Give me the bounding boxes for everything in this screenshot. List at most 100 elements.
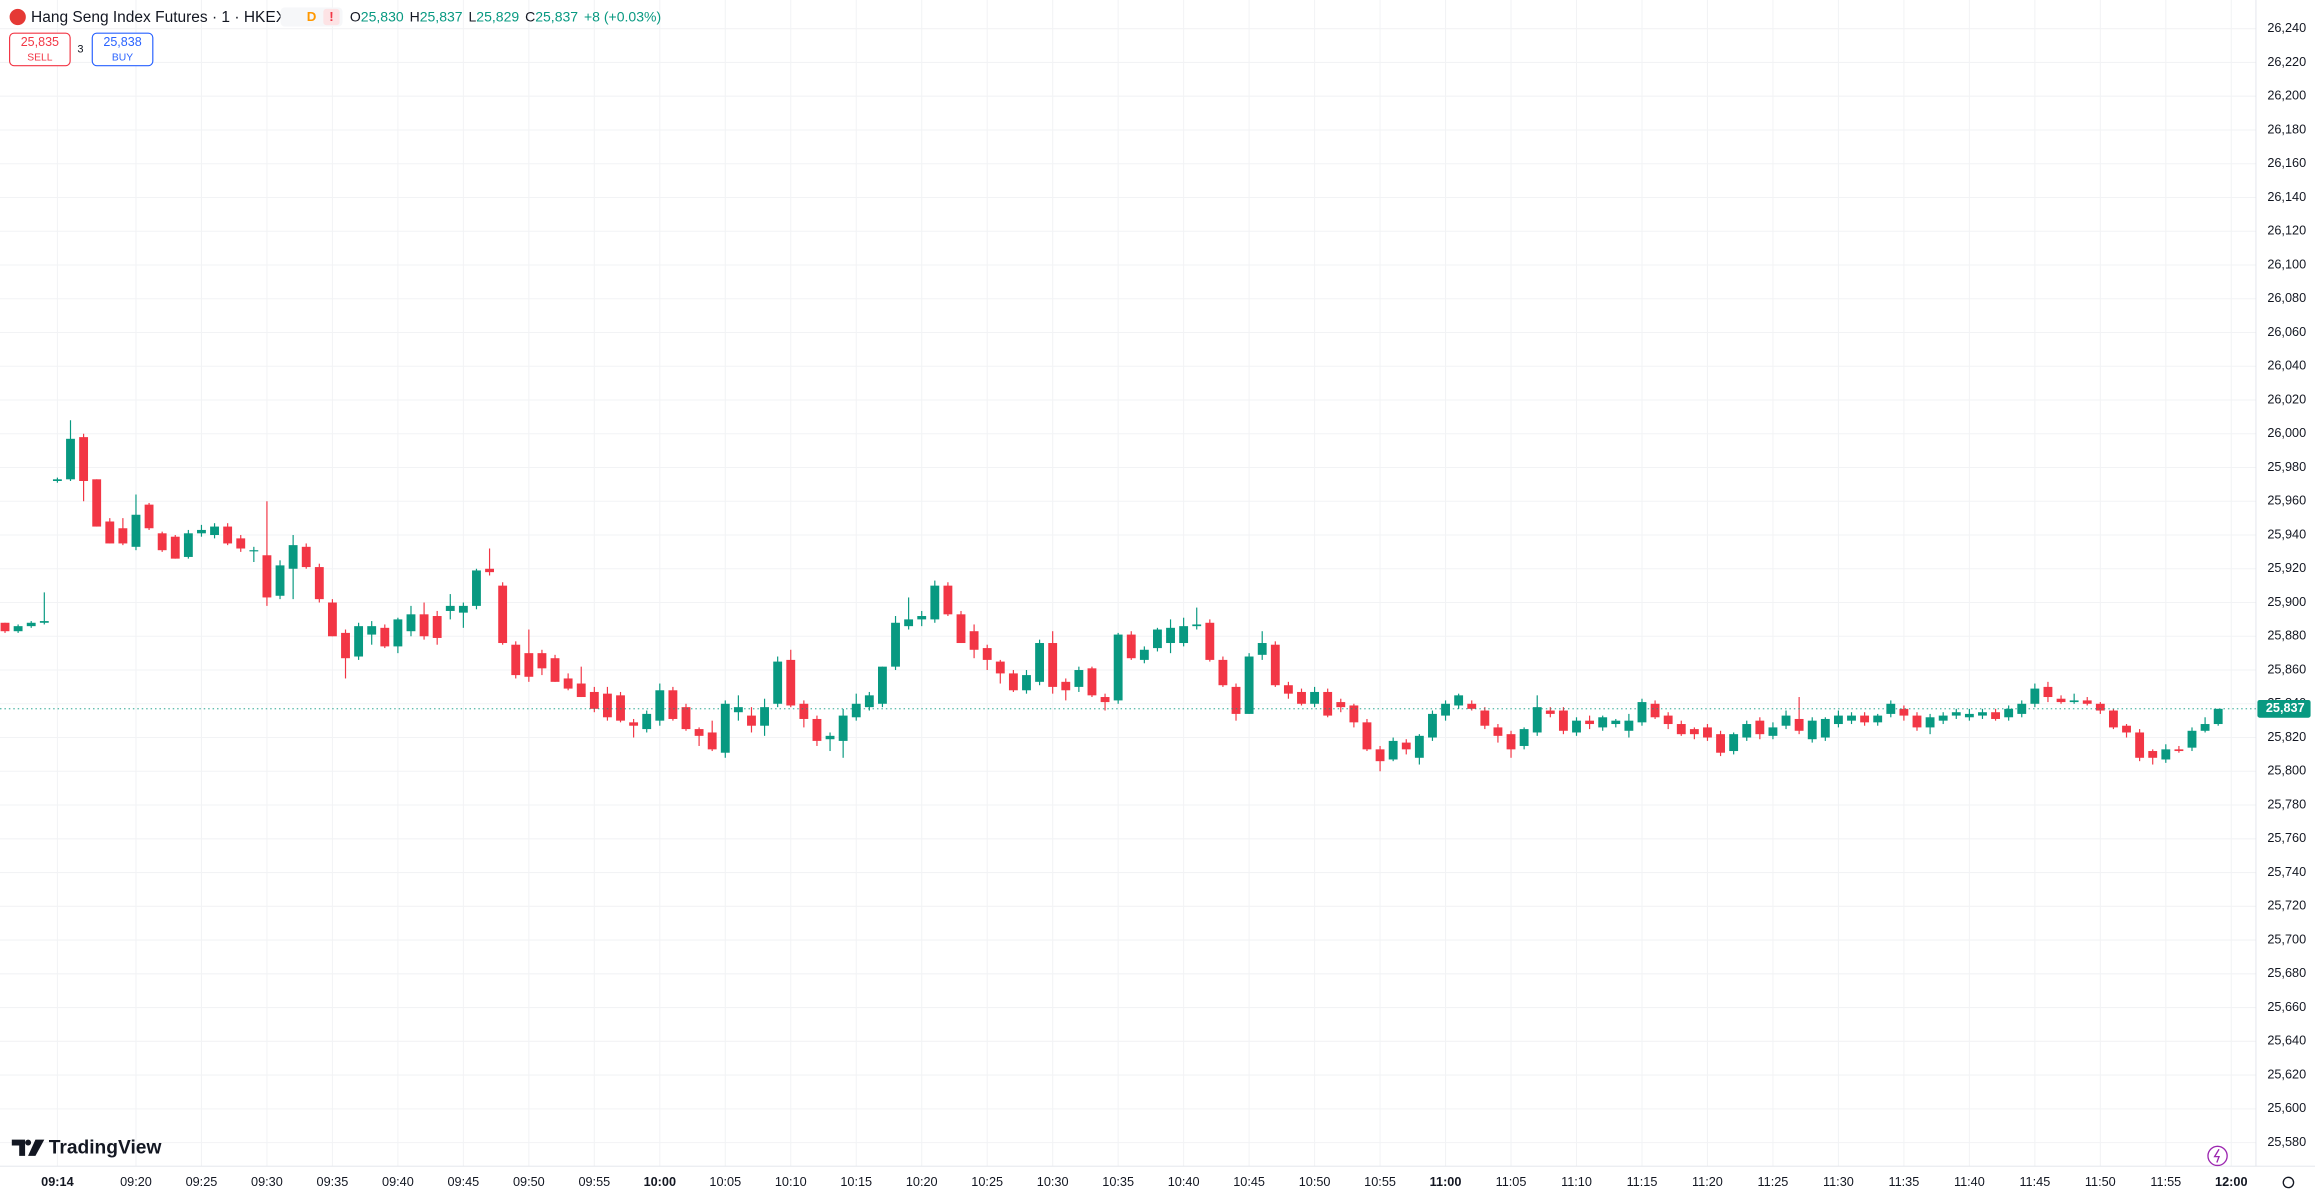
candle-body [1231, 686, 1241, 714]
y-tick-label: 25,980 [2267, 460, 2306, 474]
ohlc-value: 25,830 [361, 8, 404, 24]
candle-body [1689, 729, 1699, 735]
chart-title: Hang Seng Index Futures · 1 · HKEX [31, 9, 287, 26]
buy-button[interactable] [91, 32, 154, 67]
candle-body [485, 568, 494, 573]
y-tick-label: 25,580 [2267, 1135, 2306, 1149]
y-tick-label: 26,000 [2267, 426, 2306, 440]
buy-price[interactable]: 25,838 [103, 35, 141, 49]
candle-body [982, 648, 992, 660]
candle-body [1899, 708, 1909, 716]
y-tick-label: 26,220 [2267, 55, 2306, 69]
candle-body [930, 585, 940, 620]
candle-body [39, 621, 49, 623]
candle-body [1964, 713, 1974, 718]
buy-label[interactable]: BUY [112, 52, 133, 63]
candle-body [367, 626, 377, 635]
candle-body [1074, 670, 1084, 687]
candle-body [537, 653, 547, 669]
candle-body [838, 715, 848, 741]
y-tick-label: 25,620 [2267, 1067, 2306, 1081]
x-tick-label: 11:10 [1561, 1175, 1592, 1189]
candle-body [995, 661, 1005, 674]
candle-body [2017, 703, 2027, 714]
candle-body [1362, 722, 1372, 750]
logo-mark [11, 1139, 45, 1156]
candle-body [878, 666, 887, 704]
x-tick-label: 11:20 [1692, 1175, 1723, 1189]
candle-body [1375, 749, 1385, 762]
x-tick-label: 09:55 [578, 1175, 610, 1189]
candle-body [1886, 703, 1896, 714]
candle-body [210, 526, 219, 536]
y-tick-label: 26,040 [2267, 359, 2306, 373]
candle-body [891, 622, 900, 667]
candle-body [733, 707, 743, 713]
candle-body [183, 533, 193, 557]
x-tick-label: 09:30 [251, 1175, 283, 1189]
candle-body [393, 619, 403, 647]
ohlc-key: L [469, 8, 477, 24]
candle-body [2043, 686, 2053, 698]
ohlc-key: O [350, 8, 361, 24]
candle-body [1532, 707, 1542, 733]
x-tick-label: 09:50 [513, 1175, 545, 1189]
sell-label[interactable]: SELL [27, 52, 53, 63]
candle-body [2108, 710, 2118, 728]
candle-body [2135, 732, 2145, 758]
y-tick-label: 25,800 [2267, 764, 2306, 778]
settings-icon[interactable] [2282, 1176, 2295, 1189]
x-tick-label: 11:25 [1758, 1175, 1789, 1189]
x-tick-label: 12:00 [2215, 1175, 2247, 1189]
x-tick-label: 09:14 [41, 1175, 73, 1189]
candle-body [1205, 622, 1215, 660]
sell-price[interactable]: 25,835 [21, 35, 59, 49]
x-tick-label: 11:30 [1823, 1175, 1854, 1189]
candle-body [1441, 703, 1450, 716]
candle-body [380, 627, 390, 647]
y-tick-label: 26,060 [2267, 325, 2306, 339]
candle-body [576, 683, 586, 698]
candle-body [2161, 749, 2171, 760]
candle-body [498, 585, 508, 644]
badge-warn-bg [323, 8, 340, 26]
candle-body [760, 707, 769, 726]
candle-body [288, 545, 298, 569]
candle-body [2187, 730, 2197, 748]
y-tick-label: 25,700 [2267, 932, 2306, 946]
candle-body [1833, 715, 1843, 725]
y-tick-label: 25,820 [2267, 730, 2306, 744]
candle-body [812, 718, 822, 741]
y-tick-label: 26,180 [2267, 122, 2306, 136]
x-tick-label: 09:45 [447, 1175, 479, 1189]
candle-body [917, 616, 927, 620]
candle-body [105, 521, 115, 544]
candle-body [655, 690, 665, 721]
x-tick-label: 10:45 [1233, 1175, 1265, 1189]
candle-body [1558, 710, 1568, 731]
y-tick-label: 25,720 [2267, 899, 2306, 913]
candle-body [1493, 727, 1503, 736]
candle-body [1257, 643, 1267, 655]
candle-body [472, 570, 481, 606]
x-tick-label: 11:45 [2019, 1175, 2050, 1189]
y-tick-label: 25,680 [2267, 966, 2306, 980]
candle-body [1755, 720, 1765, 735]
x-tick-label: 10:40 [1168, 1175, 1200, 1189]
sell-button[interactable] [9, 32, 71, 67]
candle-body [1153, 629, 1162, 649]
candle-body [1139, 649, 1149, 660]
candle-body [1480, 710, 1490, 726]
x-tick-label: 09:20 [120, 1175, 152, 1189]
candle-body [2056, 698, 2066, 703]
candle-body [314, 567, 324, 600]
alert-icon[interactable] [2207, 1145, 2228, 1167]
candle-body [131, 514, 141, 547]
candle-body [157, 533, 167, 551]
candle-body [1650, 703, 1660, 718]
candle-body [1598, 717, 1608, 728]
candle-body [1794, 718, 1804, 731]
candle-body [1454, 695, 1464, 706]
candle-body [1166, 627, 1175, 644]
